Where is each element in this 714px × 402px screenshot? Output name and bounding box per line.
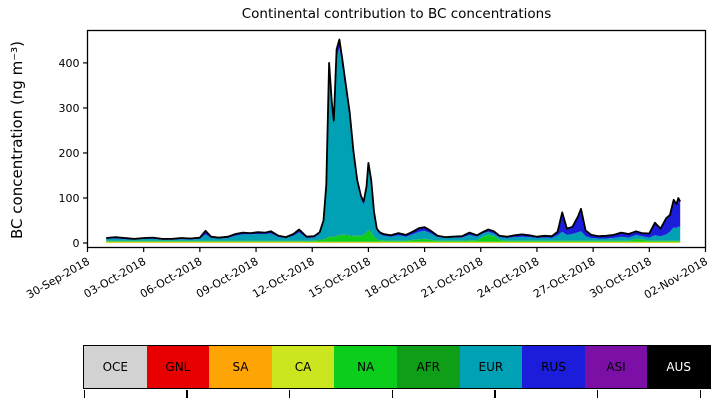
legend-item-RUS: RUS [522,346,585,388]
cropped-bottom-axis [0,390,714,402]
bottom-axis-tick [186,390,188,398]
y-tick-label: 200 [59,147,80,160]
legend-item-OCE: OCE [84,346,147,388]
chart-title: Continental contribution to BC concentra… [241,6,552,22]
area-EUR [106,47,681,241]
y-tick-label: 400 [59,57,80,70]
y-tick-label: 100 [59,192,80,205]
area-CA [106,241,681,243]
plot-frame [86,29,707,249]
legend-item-AFR: AFR [396,346,460,388]
x-tick-label: 15-Oct-2018 [306,255,372,301]
x-tick-label: 03-Oct-2018 [82,255,148,301]
legend-label: NA [357,360,375,374]
legend-item-AUS: AUS [647,346,710,388]
bottom-axis-tick [391,390,393,398]
legend-label: RUS [541,360,566,374]
bottom-axis-tick [699,390,701,398]
x-tick-label: 24-Oct-2018 [475,255,541,301]
bc-stacked-area-chart: 30-Sep-201803-Oct-201806-Oct-201809-Oct-… [24,29,710,302]
legend-label: OCE [102,360,128,374]
legend-label: CA [294,360,312,374]
legend-label: SA [232,360,249,374]
legend-item-ASI: ASI [584,346,648,388]
legend-label: GNL [165,360,191,374]
area-ASI [106,39,681,239]
area-RUS [106,39,681,240]
bottom-axis-tick [288,390,291,398]
x-tick-label: 30-Sep-2018 [24,255,92,302]
legend-label: AUS [666,360,691,374]
x-tick-label: 21-Oct-2018 [419,255,485,301]
legend-item-GNL: GNL [146,346,210,388]
y-tick-label: 300 [59,102,80,115]
legend-item-SA: SA [209,346,272,388]
x-tick-label: 27-Oct-2018 [531,255,597,301]
legend-label: EUR [478,360,504,374]
x-tick-label: 06-Oct-2018 [138,255,204,301]
bottom-axis-tick [494,390,496,398]
legend-item-CA: CA [271,346,335,388]
continent-legend: OCE GNL SA CA NA AFR EUR RUS ASI AUS [83,345,711,389]
x-tick-label: 09-Oct-2018 [194,255,260,301]
legend-item-NA: NA [334,346,397,388]
total-bc-line [106,38,681,240]
bottom-axis-tick [83,390,85,398]
x-tick-label: 12-Oct-2018 [250,255,316,301]
bottom-axis-tick [596,390,599,398]
x-tick-label: 18-Oct-2018 [363,255,429,301]
legend-item-EUR: EUR [459,346,523,388]
legend-label: ASI [606,360,626,374]
y-tick-label: 0 [73,237,80,250]
x-tick-label: 02-Nov-2018 [642,255,710,302]
legend-label: AFR [416,360,440,374]
